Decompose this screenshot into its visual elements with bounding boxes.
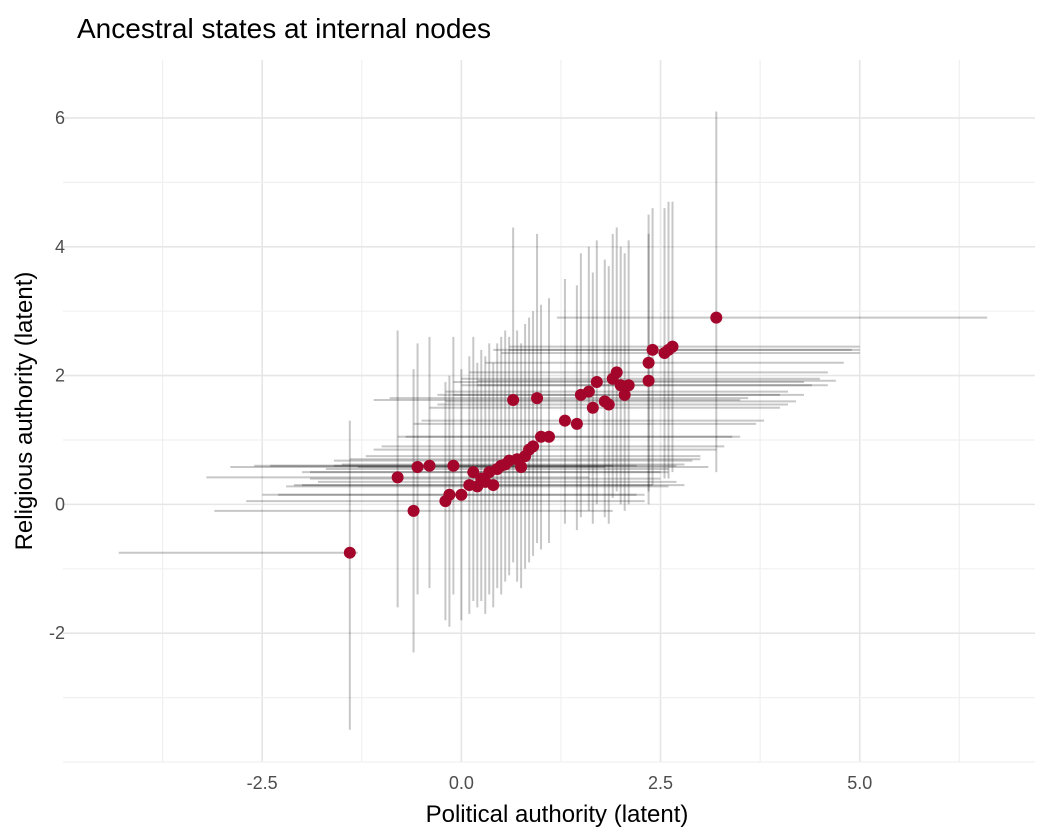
data-point: [455, 488, 468, 501]
data-point: [543, 430, 555, 443]
data-point: [527, 440, 540, 453]
y-tick-label: 6: [55, 108, 65, 128]
data-point: [407, 504, 420, 517]
data-point: [447, 459, 460, 472]
data-point: [586, 401, 599, 414]
data-point: [423, 459, 436, 472]
x-tick-label: 0.0: [449, 773, 474, 793]
error-bars: [118, 111, 988, 730]
data-point: [618, 388, 631, 401]
data-point: [642, 374, 655, 387]
y-tick-label: -2: [49, 623, 65, 643]
x-tick-label: 5.0: [847, 773, 872, 793]
data-point: [642, 356, 655, 369]
y-axis-title: Religious authority (latent): [11, 272, 38, 551]
data-point: [582, 385, 595, 398]
grid: [63, 60, 1035, 763]
data-point: [602, 398, 615, 411]
data-point: [666, 340, 679, 353]
data-point: [531, 392, 544, 405]
y-tick-label: 2: [55, 366, 65, 386]
data-point: [391, 471, 404, 484]
data-point: [515, 461, 528, 474]
data-point: [710, 311, 723, 324]
data-point: [610, 366, 623, 379]
y-tick-label: 0: [55, 494, 65, 514]
data-point: [343, 546, 356, 559]
data-point: [622, 379, 635, 392]
data-point: [467, 466, 480, 479]
data-point: [507, 394, 520, 407]
x-axis-ticks: -2.5 0.0 2.5 5.0: [247, 773, 873, 793]
data-point: [443, 488, 456, 501]
data-point: [646, 343, 659, 356]
data-point: [487, 479, 500, 492]
x-tick-label: -2.5: [247, 773, 278, 793]
data-points: [343, 311, 723, 559]
data-point: [570, 417, 583, 430]
data-point: [590, 376, 603, 389]
y-tick-label: 4: [55, 237, 65, 257]
data-point: [558, 414, 571, 427]
y-axis-ticks: -2 0 2 4 6: [49, 108, 65, 643]
x-tick-label: 2.5: [648, 773, 673, 793]
x-axis-title: Political authority (latent): [426, 801, 689, 828]
chart-title: Ancestral states at internal nodes: [77, 13, 491, 44]
data-point: [411, 461, 424, 474]
